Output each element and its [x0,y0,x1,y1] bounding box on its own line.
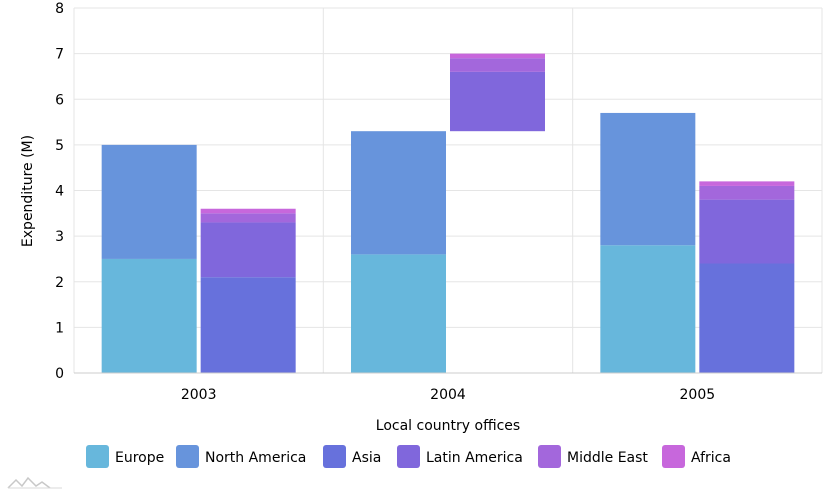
legend-label: North America [205,450,306,466]
legend: Europe North America Asia Latin America Midd… [86,445,731,468]
bar-north-america-2004[interactable] [351,131,446,255]
wave-logo-icon [7,476,62,489]
y-tick-label: 3 [55,229,64,245]
legend-swatch [538,445,561,468]
legend-item-latin-america[interactable]: Latin America [397,445,523,468]
grid-layer [73,7,823,374]
bar-europe-2005[interactable] [600,245,696,373]
axis-layer: 0 1 2 3 4 5 6 7 8 2003 2004 2005 [55,1,822,403]
x-tick-label: 2005 [680,387,716,403]
legend-swatch [323,445,346,468]
y-tick-label: 4 [55,184,64,200]
bar-north-america-2003[interactable] [101,144,197,259]
legend-item-africa[interactable]: Africa [662,445,731,468]
bar-latin-america-2004[interactable] [450,71,545,132]
bar-latin-america-2005[interactable] [699,199,795,264]
legend-label: Africa [691,450,731,466]
bar-middle-east-2003[interactable] [200,213,296,223]
legend-item-middle-east[interactable]: Middle East [538,445,648,468]
bar-europe-2003[interactable] [101,258,197,373]
x-tick-label: 2003 [181,387,217,403]
y-tick-label: 0 [55,366,64,382]
bar-europe-2004[interactable] [351,254,446,373]
y-tick-label: 2 [55,275,64,291]
y-tick-label: 6 [55,92,64,108]
y-tick-label: 5 [55,138,64,154]
legend-item-asia[interactable]: Asia [323,445,381,468]
legend-swatch [397,445,420,468]
legend-swatch [662,445,685,468]
bar-asia-2003[interactable] [200,277,296,373]
bar-asia-2005[interactable] [699,263,795,374]
legend-label: Latin America [426,450,523,466]
legend-item-north-america[interactable]: North America [176,445,306,468]
x-tick-label: 2004 [430,387,466,403]
legend-item-europe[interactable]: Europe [86,445,164,468]
bar-latin-america-2003[interactable] [200,222,296,278]
y-tick-label: 1 [55,320,64,336]
y-axis-title: Expenditure (M) [20,135,36,247]
legend-label: Middle East [567,450,648,466]
y-tick-label: 8 [55,1,64,17]
bar-middle-east-2004[interactable] [450,58,545,72]
bar-north-america-2005[interactable] [600,112,696,246]
bar-africa-2004[interactable] [450,53,545,59]
legend-label: Asia [352,450,381,466]
legend-swatch [176,445,199,468]
bar-middle-east-2005[interactable] [699,185,795,200]
x-axis-title: Local country offices [376,418,520,434]
legend-swatch [86,445,109,468]
y-tick-label: 7 [55,47,64,63]
legend-label: Europe [115,450,164,466]
bar-africa-2003[interactable] [200,208,296,214]
bar-layer [101,53,795,374]
bar-africa-2005[interactable] [699,181,795,186]
